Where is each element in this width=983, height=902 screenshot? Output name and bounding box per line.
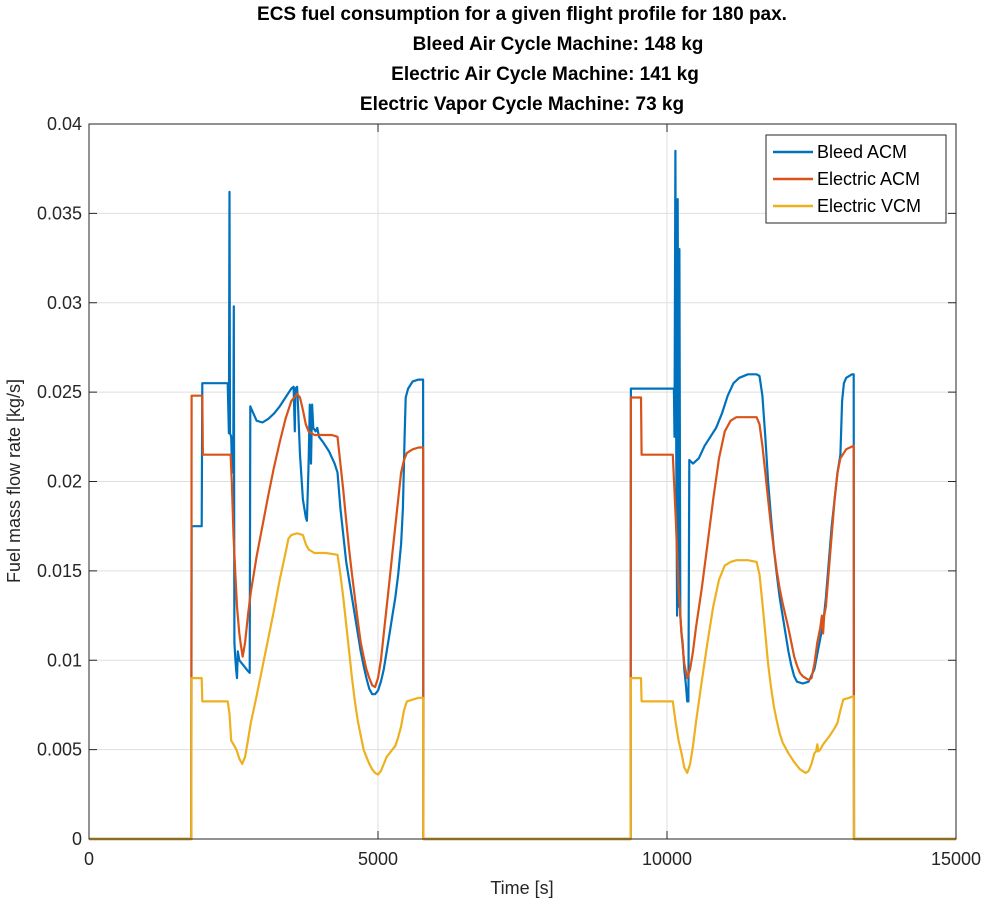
x-tick-label: 5000 (358, 849, 398, 869)
y-tick-label: 0.01 (47, 650, 82, 670)
y-tick-label: 0.015 (37, 561, 82, 581)
y-tick-label: 0.04 (47, 114, 82, 134)
legend: Bleed ACM Electric ACM Electric VCM (765, 134, 947, 224)
x-tick-label: 0 (84, 849, 94, 869)
x-axis-label: Time [s] (490, 878, 553, 898)
legend-label: Electric ACM (817, 169, 920, 189)
axis-ticks (88, 123, 957, 840)
y-tick-label: 0 (72, 829, 82, 849)
series-line-bleed-acm (89, 149, 956, 841)
chart-title: ECS fuel consumption for a given flight … (257, 4, 787, 115)
y-tick-label: 0.035 (37, 203, 82, 223)
y-tick-label: 0.025 (37, 382, 82, 402)
x-tick-labels: 0 5000 10000 15000 (84, 849, 981, 869)
title-line-1: ECS fuel consumption for a given flight … (257, 4, 787, 25)
series-line-electric-vcm (89, 532, 956, 841)
legend-label: Bleed ACM (817, 142, 907, 162)
y-tick-labels: 0 0.005 0.01 0.015 0.02 0.025 0.03 0.035 0.04 (37, 114, 82, 849)
y-tick-label: 0.03 (47, 293, 82, 313)
title-line-4: Electric Vapor Cycle Machine: 73 kg (360, 94, 684, 115)
series-lines (89, 149, 956, 841)
legend-label: Electric VCM (817, 196, 921, 216)
y-tick-label: 0.005 (37, 740, 82, 760)
title-line-3: Electric Air Cycle Machine: 141 kg (391, 64, 699, 85)
y-axis-label: Fuel mass flow rate [kg/s] (4, 379, 24, 583)
x-tick-label: 10000 (642, 849, 692, 869)
y-tick-label: 0.02 (47, 472, 82, 492)
x-tick-label: 15000 (931, 849, 981, 869)
title-line-2: Bleed Air Cycle Machine: 148 kg (413, 34, 704, 55)
series-line-electric-acm (89, 392, 956, 841)
